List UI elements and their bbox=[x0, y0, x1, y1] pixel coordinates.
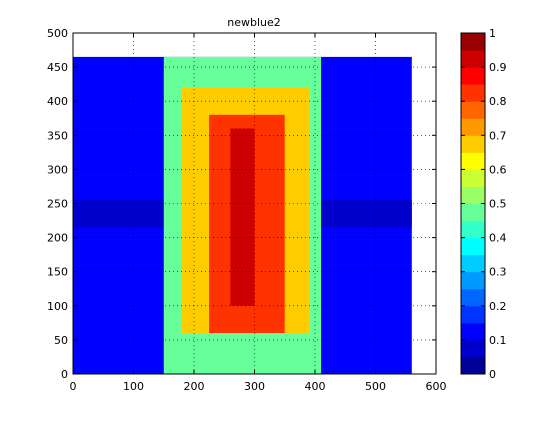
colorbar-band bbox=[461, 169, 485, 187]
colorbar-band bbox=[461, 186, 485, 204]
colorbar-tick-label: 0.3 bbox=[489, 266, 507, 279]
colorbar-band bbox=[461, 305, 485, 324]
x-tick-label: 100 bbox=[123, 380, 144, 393]
colorbar-tick-label: 0.7 bbox=[489, 129, 507, 142]
colorbar-tick-label: 0.1 bbox=[489, 334, 507, 347]
colorbar-band bbox=[461, 50, 485, 68]
colorbar-band bbox=[461, 203, 485, 222]
colorbar-band bbox=[461, 67, 485, 85]
colorbar-tick-label: 0.9 bbox=[489, 61, 507, 74]
x-tick-label: 400 bbox=[305, 380, 326, 393]
colorbar-band bbox=[461, 152, 485, 170]
x-tick-label: 0 bbox=[70, 380, 77, 393]
colorbar-band bbox=[461, 118, 485, 136]
colorbar-band bbox=[461, 322, 485, 341]
y-tick-label: 100 bbox=[47, 300, 68, 313]
colorbar-tick-label: 0.2 bbox=[489, 300, 507, 313]
y-tick-label: 300 bbox=[47, 163, 68, 176]
heatmap-region-6 bbox=[230, 128, 255, 306]
y-tick-label: 150 bbox=[47, 266, 68, 279]
colorbar-band bbox=[461, 254, 485, 273]
x-tick-label: 300 bbox=[244, 380, 265, 393]
colorbar-band bbox=[461, 237, 485, 256]
y-tick-label: 200 bbox=[47, 232, 68, 245]
y-axis: 0 50 100 150 200 250 300 350 400 450 500 bbox=[47, 27, 436, 381]
colorbar-band bbox=[461, 101, 485, 119]
colorbar-tick-label: 0.6 bbox=[489, 163, 507, 176]
colorbar: 0 0.1 0.2 0.3 0.4 0.5 0.6 0.7 0.8 0.9 1 bbox=[460, 27, 507, 381]
colorbar-band bbox=[461, 339, 485, 358]
y-tick-label: 250 bbox=[47, 198, 68, 211]
colorbar-band bbox=[461, 33, 485, 51]
colorbar-tick-label: 0 bbox=[489, 368, 496, 381]
x-axis: 0 100 200 300 400 500 600 bbox=[70, 33, 447, 393]
heatmap-region-1 bbox=[73, 200, 164, 228]
colorbar-band bbox=[461, 271, 485, 290]
colorbar-band bbox=[461, 135, 485, 153]
colorbar-band bbox=[461, 288, 485, 307]
y-tick-label: 350 bbox=[47, 129, 68, 142]
colorbar-band bbox=[461, 84, 485, 102]
y-tick-label: 450 bbox=[47, 61, 68, 74]
y-tick-label: 500 bbox=[47, 27, 68, 40]
colorbar-tick-label: 0.8 bbox=[489, 95, 507, 108]
colorbar-band bbox=[461, 220, 485, 239]
y-tick-label: 400 bbox=[47, 95, 68, 108]
colorbar-band bbox=[461, 356, 485, 375]
x-tick-label: 500 bbox=[365, 380, 386, 393]
colorbar-tick-label: 0.4 bbox=[489, 232, 507, 245]
chart-title: newblue2 bbox=[227, 16, 281, 29]
y-tick-label: 0 bbox=[61, 368, 68, 381]
x-tick-label: 200 bbox=[184, 380, 205, 393]
colorbar-tick-label: 0.5 bbox=[489, 198, 507, 211]
heatmap-region-2 bbox=[315, 200, 412, 228]
y-tick-label: 50 bbox=[54, 334, 68, 347]
x-tick-label: 600 bbox=[426, 380, 447, 393]
heatmap-plot-area bbox=[73, 56, 412, 374]
colorbar-tick-label: 1 bbox=[489, 27, 496, 40]
grid-lines bbox=[73, 33, 436, 374]
